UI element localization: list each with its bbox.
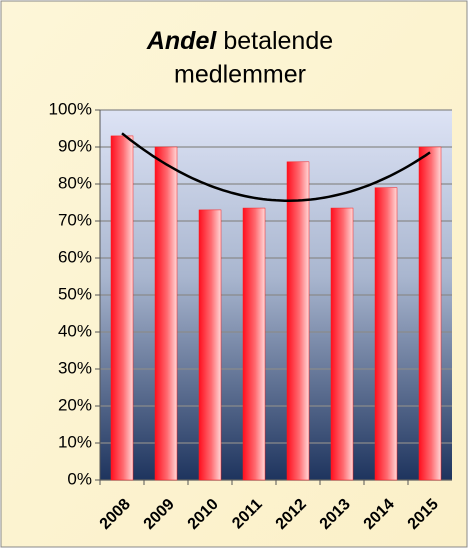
chart-title: medlemmer: [174, 61, 306, 89]
bar: [154, 146, 178, 481]
y-tick-label: 90%: [58, 136, 92, 155]
title-text: betalende: [223, 27, 333, 55]
y-tick-label: 50%: [58, 284, 92, 303]
y-tick-label: 60%: [58, 247, 92, 266]
bar: [286, 161, 310, 481]
bar: [198, 209, 222, 481]
trendline: [121, 132, 431, 202]
bar: [242, 207, 266, 481]
y-tick-label: 70%: [58, 210, 92, 229]
y-tick-label: 0%: [67, 469, 92, 488]
bar: [374, 187, 398, 481]
bar: [110, 135, 134, 481]
y-tick-label: 100%: [49, 99, 92, 118]
title-emphasis: Andel: [146, 27, 218, 55]
chart-title: Andel betalende: [146, 27, 333, 55]
y-tick-label: 40%: [58, 321, 92, 340]
bar: [330, 207, 354, 481]
y-tick-label: 80%: [58, 173, 92, 192]
y-tick-label: 10%: [58, 432, 92, 451]
bar: [418, 146, 442, 481]
y-tick-label: 20%: [58, 395, 92, 414]
y-tick-label: 30%: [58, 358, 92, 377]
